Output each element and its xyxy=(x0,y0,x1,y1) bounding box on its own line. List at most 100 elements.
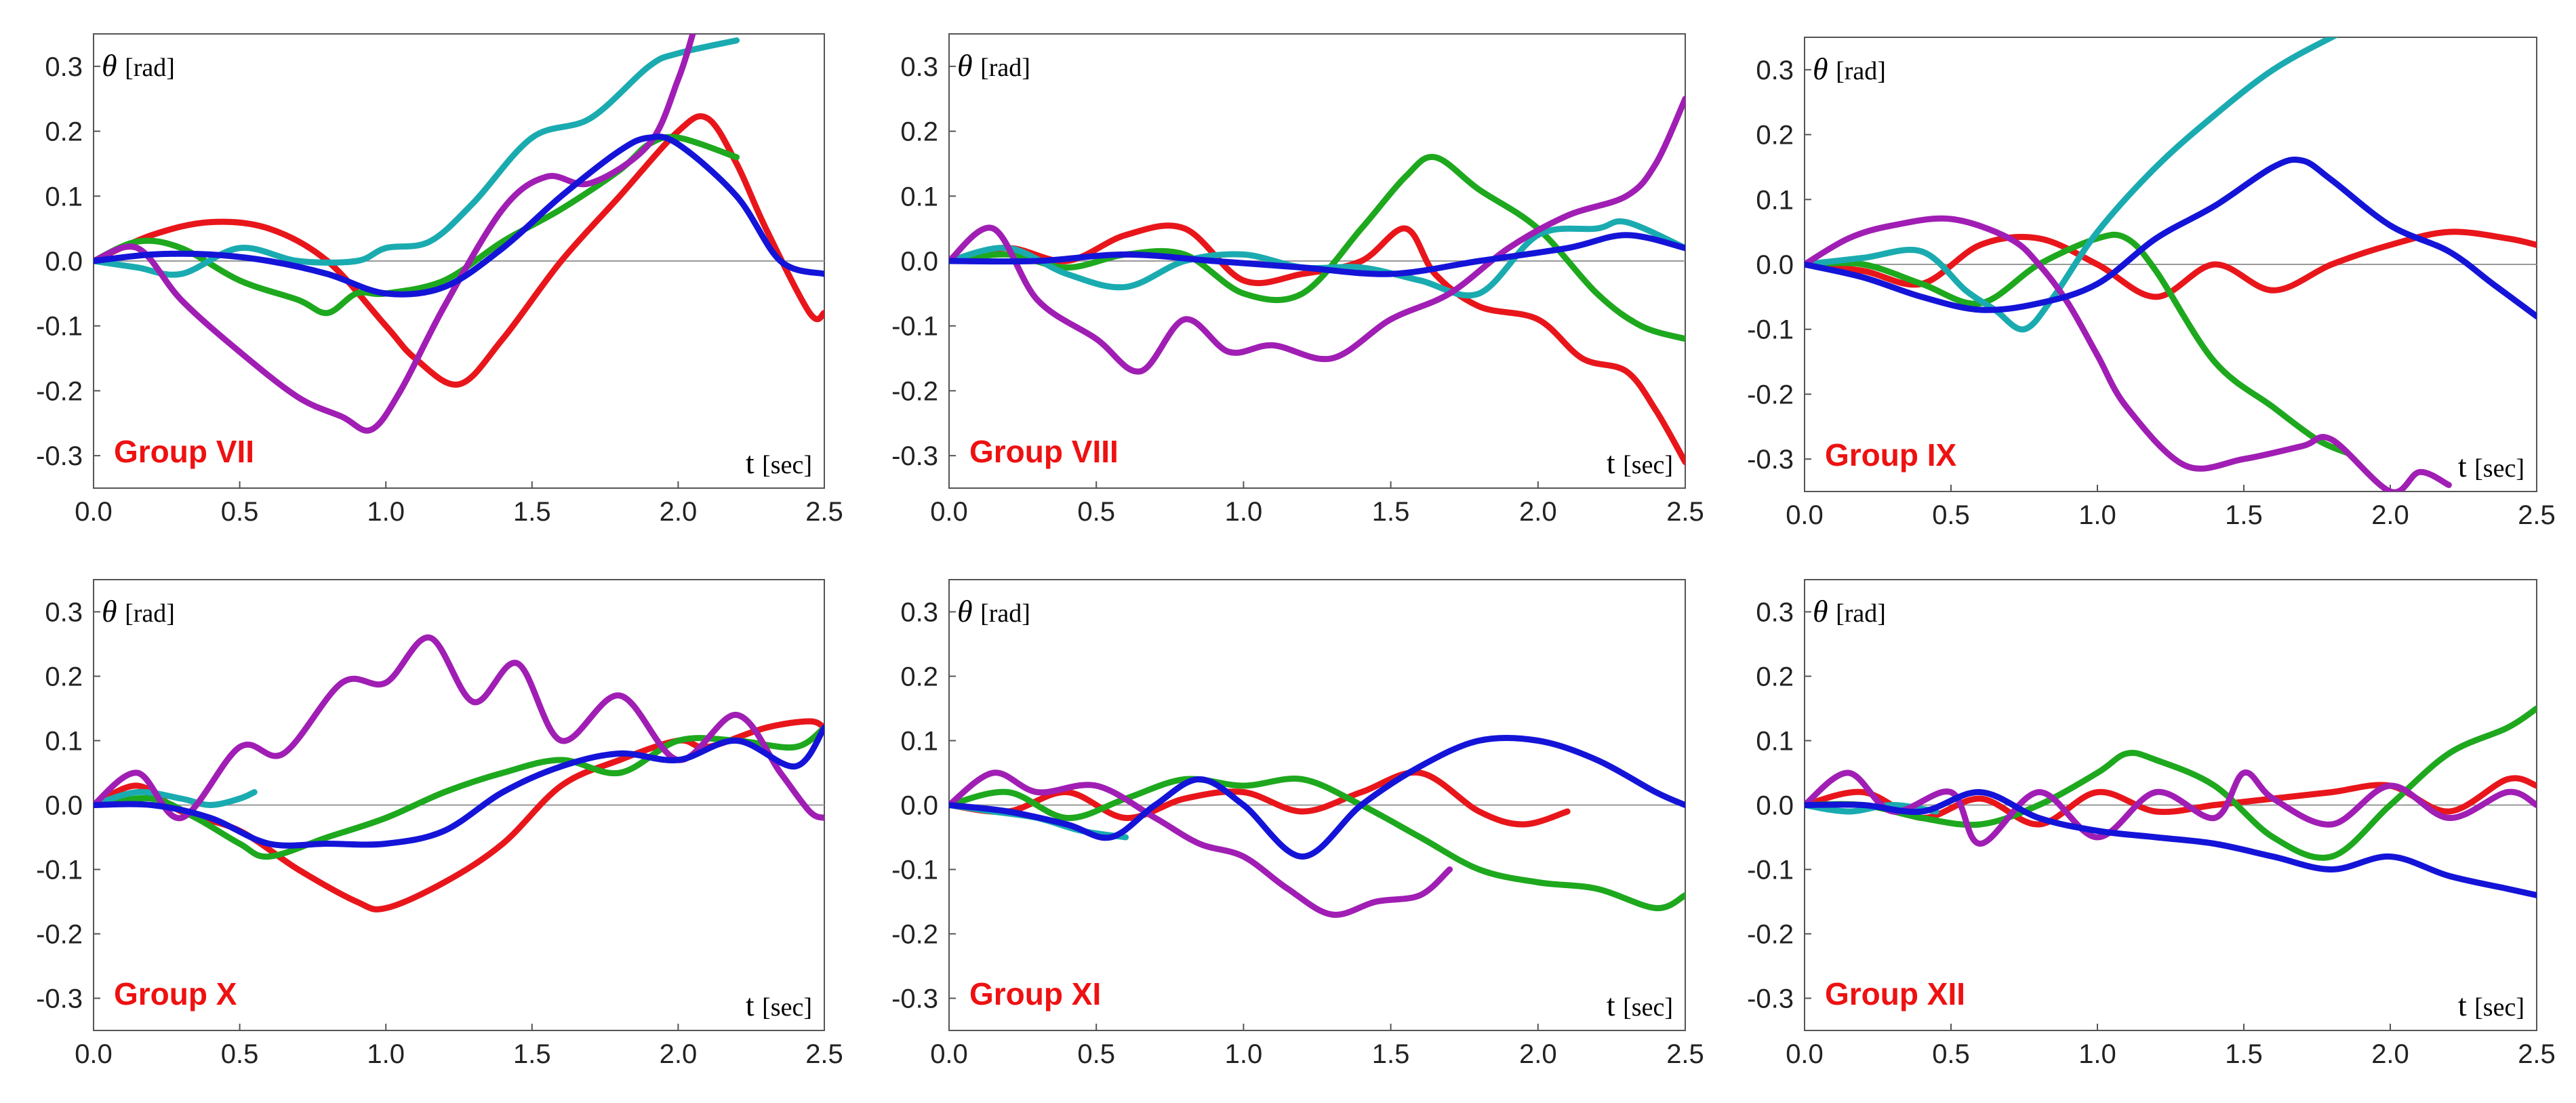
series-line-purple xyxy=(949,96,1685,375)
x-tick-label: 1.0 xyxy=(2078,500,2116,530)
y-axis-label: θ [rad] xyxy=(102,48,175,83)
chart-panel-1: 0.0 0.5 1.0 1.5 2.0 2.5 0.3 0.2 0.1 0.0 -0.1 -0.2 -0… xyxy=(36,33,843,527)
y-tick-label: 0.2 xyxy=(1756,662,1794,692)
series-group xyxy=(949,96,1685,466)
x-tick-label: 0.5 xyxy=(1932,500,1970,530)
y-tick-label: 0.1 xyxy=(1756,185,1794,215)
y-tick-label: -0.3 xyxy=(36,441,83,471)
series-group xyxy=(949,734,1685,918)
series-line-green xyxy=(1805,705,2537,861)
y-tick-label: -0.1 xyxy=(36,312,83,342)
series-line-green xyxy=(949,776,1685,912)
y-tick-label: -0.2 xyxy=(891,920,938,950)
series-line-blue xyxy=(949,734,1685,860)
y-tick-label: 0.0 xyxy=(45,247,83,277)
y-tick-label: 0.0 xyxy=(900,791,938,821)
x-tick-label: 1.0 xyxy=(1225,1039,1263,1069)
y-axis-label: θ [rad] xyxy=(957,594,1030,628)
x-tick-label: 0.0 xyxy=(930,497,968,527)
x-tick-label: 1.0 xyxy=(1225,497,1263,527)
x-tick-label: 2.0 xyxy=(660,1039,698,1069)
y-tick-label: -0.1 xyxy=(891,312,938,342)
y-tick-label: 0.3 xyxy=(1756,598,1794,628)
x-tick-label: 2.5 xyxy=(805,1039,843,1069)
y-axis-label: θ [rad] xyxy=(1813,52,1886,86)
series-line-blue xyxy=(94,134,824,298)
x-tick-label: 2.5 xyxy=(1666,497,1704,527)
x-tick-label: 0.0 xyxy=(930,1039,968,1069)
y-tick-label: 0.3 xyxy=(45,52,83,82)
y-tick-label: -0.1 xyxy=(1747,856,1794,885)
y-tick-label: 0.1 xyxy=(1756,727,1794,757)
x-tick-label: 1.0 xyxy=(367,497,405,527)
x-tick-label: 2.5 xyxy=(2518,500,2556,530)
series-line-red xyxy=(94,113,824,388)
y-tick-label: -0.3 xyxy=(891,984,938,1014)
chart-panel-5: 0.0 0.5 1.0 1.5 2.0 2.5 0.3 0.2 0.1 0.0 -0.1 -0.2 -0… xyxy=(891,579,1704,1069)
y-tick-label: -0.1 xyxy=(1747,315,1794,345)
x-tick-label: 2.0 xyxy=(1519,497,1557,527)
y-tick-label: 0.2 xyxy=(900,662,938,692)
x-tick-label: 0.0 xyxy=(75,1039,113,1069)
x-tick-label: 2.0 xyxy=(660,497,698,527)
x-tick-label: 1.5 xyxy=(1372,497,1410,527)
series-line-blue xyxy=(94,725,824,849)
y-tick-label: 0.2 xyxy=(45,662,83,692)
x-tick-label: 2.0 xyxy=(2371,1039,2409,1069)
series-line-red xyxy=(949,222,1685,466)
series-group xyxy=(1805,37,2537,492)
y-tick-label: 0.3 xyxy=(45,598,83,628)
x-tick-label: 0.0 xyxy=(1786,1039,1824,1069)
x-tick-label: 0.0 xyxy=(75,497,113,527)
series-line-purple xyxy=(94,34,696,434)
y-tick-label: -0.3 xyxy=(891,441,938,471)
y-axis-label: θ [rad] xyxy=(1813,594,1886,628)
series-line-green xyxy=(949,154,1685,342)
x-axis-label: t [sec] xyxy=(1607,988,1673,1022)
series-line-cyan xyxy=(94,37,740,278)
x-tick-label: 0.0 xyxy=(1786,500,1824,530)
x-tick-label: 1.5 xyxy=(2225,500,2263,530)
series-line-purple xyxy=(949,769,1453,918)
y-tick-label: -0.2 xyxy=(1747,920,1794,950)
group-label: Group VII xyxy=(114,434,254,469)
chart-panel-3: 0.0 0.5 1.0 1.5 2.0 2.5 0.3 0.2 0.1 0.0 -0.1 -0.2 -0… xyxy=(1747,37,2556,530)
y-tick-label: -0.2 xyxy=(36,376,83,406)
x-axis-label: t [sec] xyxy=(2458,449,2524,483)
x-tick-label: 1.5 xyxy=(513,497,551,527)
y-tick-label: -0.2 xyxy=(36,920,83,950)
x-tick-label: 1.0 xyxy=(2078,1039,2116,1069)
x-axis-label: t [sec] xyxy=(2458,988,2524,1022)
series-line-green xyxy=(94,725,824,860)
chart-panel-4: 0.0 0.5 1.0 1.5 2.0 2.5 0.3 0.2 0.1 0.0 -0.1 -0.2 -0… xyxy=(36,579,843,1069)
y-tick-label: 0.2 xyxy=(45,117,83,147)
group-label: Group X xyxy=(114,976,237,1011)
x-tick-label: 2.0 xyxy=(2371,500,2409,530)
y-tick-label: 0.3 xyxy=(900,598,938,628)
series-line-blue xyxy=(949,232,1685,277)
series-group xyxy=(94,634,824,913)
y-tick-label: -0.2 xyxy=(891,376,938,406)
y-tick-label: 0.0 xyxy=(900,247,938,277)
y-tick-label: -0.1 xyxy=(36,856,83,885)
x-axis-label: t [sec] xyxy=(746,988,812,1022)
y-tick-label: -0.1 xyxy=(891,856,938,885)
series-line-purple xyxy=(94,634,824,822)
y-tick-label: 0.1 xyxy=(900,727,938,757)
x-tick-label: 0.5 xyxy=(221,497,259,527)
y-tick-label: 0.3 xyxy=(900,52,938,82)
series-line-cyan xyxy=(94,788,258,808)
x-tick-label: 2.5 xyxy=(1666,1039,1704,1069)
series-line-cyan xyxy=(1805,37,2339,333)
series-line-purple xyxy=(1805,215,2452,492)
y-tick-label: 0.0 xyxy=(45,791,83,821)
series-line-blue xyxy=(1805,156,2537,320)
x-tick-label: 0.5 xyxy=(1077,1039,1115,1069)
series-line-blue xyxy=(1805,788,2537,898)
series-line-purple xyxy=(1805,769,2537,847)
y-tick-label: 0.1 xyxy=(45,727,83,757)
x-tick-label: 2.0 xyxy=(1519,1039,1557,1069)
chart-panel-6: 0.0 0.5 1.0 1.5 2.0 2.5 0.3 0.2 0.1 0.0 -0.1 -0.2 -0… xyxy=(1747,579,2556,1069)
y-tick-label: 0.1 xyxy=(45,182,83,212)
x-tick-label: 0.5 xyxy=(221,1039,259,1069)
